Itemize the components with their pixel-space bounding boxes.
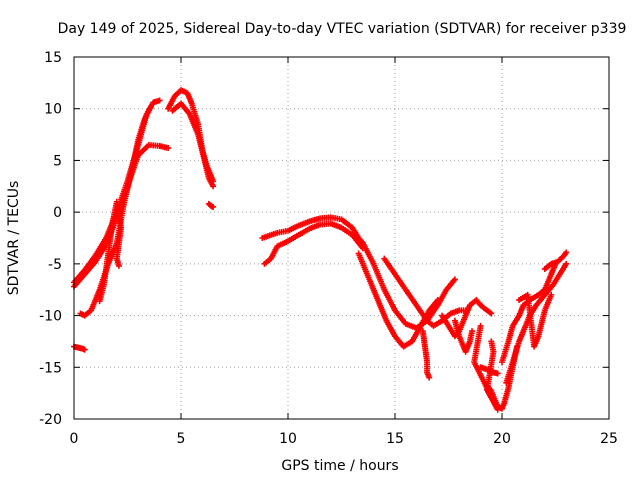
x-tick-label: 10 [279, 431, 297, 447]
grid-lines [74, 57, 609, 419]
data-point [210, 183, 217, 190]
series-track-d-early-steep [96, 198, 125, 305]
x-tick-labels: 0 5 10 15 20 25 [70, 431, 618, 447]
data-point [165, 145, 172, 152]
y-tick-label: 15 [44, 50, 62, 66]
data-point [451, 276, 458, 283]
data-point [81, 346, 88, 353]
data-point [477, 322, 484, 329]
x-tick-label: 20 [493, 431, 511, 447]
y-tick-label: 10 [44, 102, 62, 118]
x-tick-label: 15 [386, 431, 404, 447]
series-track-w-misc [471, 322, 501, 413]
data-point [563, 249, 570, 256]
y-axis-label: SDTVAR / TECUs [6, 181, 22, 296]
data-point [156, 97, 163, 104]
series-track-l-afternoon-b [355, 250, 441, 350]
data-point [210, 203, 217, 210]
series-track-g-peak-low [169, 100, 217, 190]
x-axis-label: GPS time / hours [281, 458, 398, 474]
series-track-v-end [541, 249, 570, 273]
chart-title: Day 149 of 2025, Sidereal Day-to-day VTE… [58, 21, 627, 37]
data-point [115, 262, 122, 269]
series-track-t-recovery-b [503, 260, 570, 386]
data-point [469, 328, 476, 335]
data-point [434, 297, 441, 304]
y-tick-label: -20 [39, 412, 62, 428]
data-point [494, 370, 501, 377]
y-tick-label: -15 [39, 360, 62, 376]
y-tick-label: -10 [39, 309, 62, 325]
series-track-n-drop [419, 328, 433, 381]
data-point [426, 374, 433, 381]
axis-ticks [73, 56, 610, 420]
plot-frame [73, 56, 610, 420]
series-track-p-late-low [451, 317, 476, 355]
series-track-i-midday-upper [259, 214, 366, 247]
y-tick-labels: 15 10 5 0 -5 -10 -15 -20 [39, 50, 62, 428]
y-tick-label: -5 [48, 257, 62, 273]
y-tick-label: 0 [53, 205, 62, 221]
series-track-s-recovery-a [499, 260, 559, 366]
data-point [488, 310, 495, 317]
data-points [71, 87, 570, 413]
y-tick-label: 5 [53, 153, 62, 169]
series-track-u-recovery-c [516, 291, 555, 350]
series-track-h-isolated [205, 200, 217, 210]
x-tick-label: 0 [70, 431, 79, 447]
data-point [563, 260, 570, 267]
data-point [148, 103, 155, 110]
x-tick-label: 5 [177, 431, 186, 447]
x-tick-label: 25 [600, 431, 618, 447]
data-point [548, 291, 555, 298]
